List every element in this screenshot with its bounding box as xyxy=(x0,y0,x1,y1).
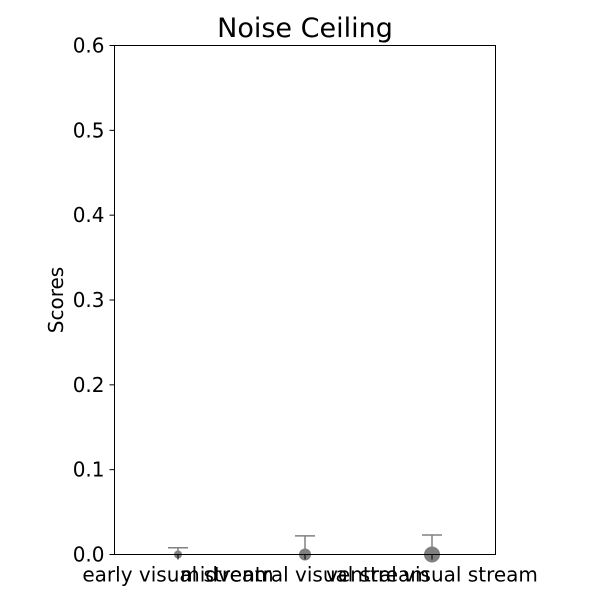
y-tick-label-4: 0.4 xyxy=(73,203,105,227)
y-tick-label-3: 0.3 xyxy=(73,288,105,312)
y-tick-label-0: 0.0 xyxy=(73,543,105,567)
y-axis: 0.0 0.1 0.2 0.3 0.4 0.5 0.6 xyxy=(73,34,115,567)
x-tick-label-1: midventral visual stream xyxy=(180,563,430,587)
x-tick-label-2: ventral visual stream xyxy=(326,563,538,587)
x-tick-label-0: early visual stream xyxy=(82,563,273,587)
y-tick-label-5: 0.5 xyxy=(73,118,105,142)
y-tick-label-2: 0.2 xyxy=(73,373,105,397)
y-tick-label-1: 0.1 xyxy=(73,458,105,482)
y-tick-label-6: 0.6 xyxy=(73,34,105,58)
y-axis-label: Scores xyxy=(44,267,68,333)
chart-title: Noise Ceiling xyxy=(217,13,393,44)
plot-frame xyxy=(114,45,496,555)
